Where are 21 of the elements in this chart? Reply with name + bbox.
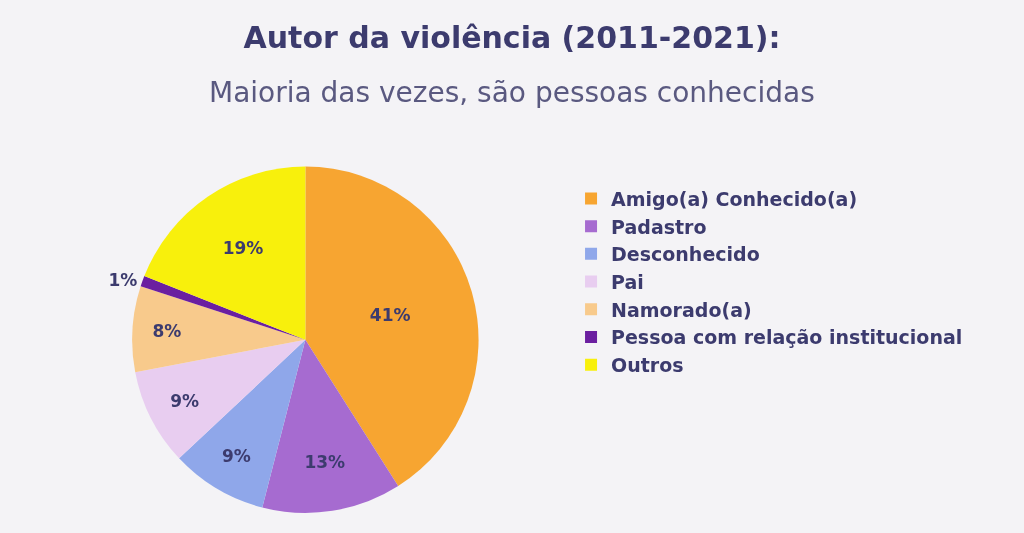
chart-title: Autor da violência (2011-2021): [243, 19, 781, 55]
pie-slice [262, 339, 399, 513]
pie-slice [140, 276, 306, 340]
legend-label: Pessoa com relação institucional [611, 326, 963, 349]
pie-slice [132, 286, 306, 373]
legend-label: Padastro [611, 215, 707, 238]
chart-subtitle: Maioria das vezes, são pessoas conhecidas [209, 76, 815, 109]
legend-label: Namorado(a) [611, 298, 752, 321]
legend-label: Desconhecido [611, 243, 760, 266]
legend-label: Outros [611, 354, 684, 377]
legend-label: Pai [611, 270, 644, 293]
data-label: 8% [152, 321, 182, 342]
data-label: 9% [170, 391, 200, 412]
legend-label: Amigo(a) Conhecido(a) [611, 187, 858, 210]
data-label: 41% [369, 305, 411, 326]
data-label: 1% [108, 269, 138, 290]
data-label: 9% [221, 446, 251, 467]
pie-slice [144, 166, 306, 340]
data-label: 19% [222, 238, 264, 259]
data-label: 13% [304, 452, 346, 473]
pie-slice [305, 166, 479, 487]
